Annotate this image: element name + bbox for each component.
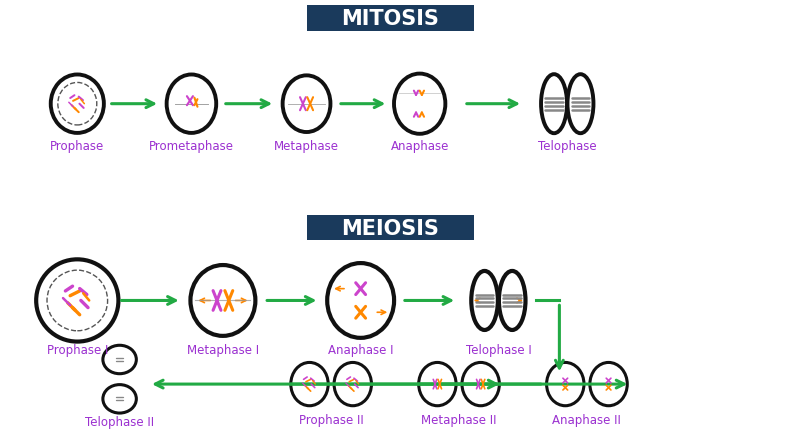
Ellipse shape [36, 260, 118, 342]
Text: MITOSIS: MITOSIS [342, 9, 439, 29]
FancyBboxPatch shape [306, 215, 474, 241]
Ellipse shape [334, 362, 371, 406]
Text: Anaphase I: Anaphase I [328, 343, 394, 356]
Text: Anaphase II: Anaphase II [553, 413, 622, 426]
Text: Anaphase: Anaphase [390, 139, 449, 152]
Ellipse shape [190, 265, 255, 336]
Ellipse shape [471, 271, 498, 330]
Text: Prophase: Prophase [50, 139, 105, 152]
Ellipse shape [499, 271, 526, 330]
Text: Telophase I: Telophase I [466, 343, 531, 356]
Ellipse shape [166, 75, 216, 134]
Ellipse shape [541, 75, 567, 134]
Ellipse shape [103, 385, 136, 413]
Text: Prometaphase: Prometaphase [149, 139, 234, 152]
Text: Telophase II: Telophase II [85, 415, 154, 428]
Ellipse shape [462, 362, 499, 406]
Ellipse shape [590, 362, 627, 406]
Ellipse shape [290, 362, 328, 406]
Text: Prophase II: Prophase II [298, 413, 363, 426]
Ellipse shape [282, 76, 330, 133]
Ellipse shape [546, 362, 584, 406]
Ellipse shape [327, 264, 394, 338]
Ellipse shape [103, 345, 136, 374]
Text: Prophase I: Prophase I [46, 343, 108, 356]
Ellipse shape [567, 75, 594, 134]
Ellipse shape [394, 74, 446, 135]
Text: MEIOSIS: MEIOSIS [342, 218, 439, 238]
FancyBboxPatch shape [306, 6, 474, 32]
Text: Telophase: Telophase [538, 139, 597, 152]
Text: Metaphase II: Metaphase II [422, 413, 497, 426]
Ellipse shape [50, 75, 104, 134]
Ellipse shape [418, 362, 456, 406]
Text: Metaphase: Metaphase [274, 139, 339, 152]
Text: Metaphase I: Metaphase I [187, 343, 259, 356]
